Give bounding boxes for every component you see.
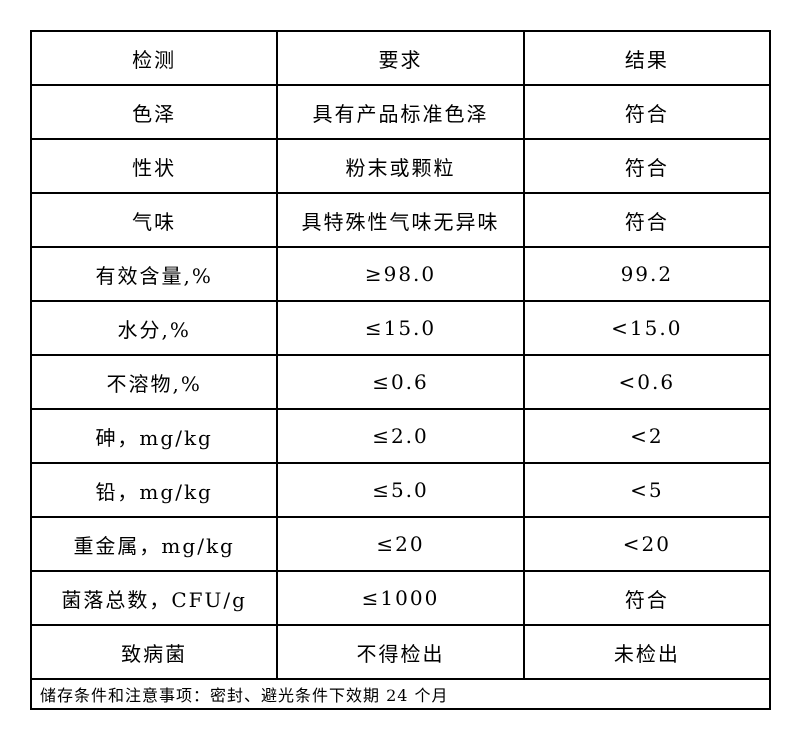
result-cell: 符合 [522, 138, 772, 194]
requirement-cell: ≤5.0 [276, 462, 525, 518]
requirement-cell: ≤20 [276, 516, 525, 572]
item-cell: 有效含量,% [29, 246, 279, 302]
result-cell: <15.0 [522, 300, 772, 356]
item-cell: 气味 [29, 192, 279, 248]
table-row: 水分,% ≤15.0 <15.0 [29, 300, 772, 356]
table-row: 砷，mg/kg ≤2.0 <2 [29, 408, 772, 464]
result-cell: <5 [522, 462, 772, 518]
requirement-cell: 具有产品标准色泽 [276, 84, 525, 140]
table-footer: 储存条件和注意事项：密封、避光条件下效期 24 个月 [30, 678, 771, 710]
table-row: 致病菌 不得检出 未检出 [29, 624, 772, 680]
result-cell: <20 [522, 516, 772, 572]
item-cell: 性状 [29, 138, 279, 194]
requirement-cell: ≤2.0 [276, 408, 525, 464]
item-cell: 水分,% [29, 300, 279, 356]
item-cell: 菌落总数，CFU/g [29, 570, 279, 626]
result-cell: 符合 [522, 192, 772, 248]
table-body: 色泽 具有产品标准色泽 符合 性状 粉末或颗粒 符合 气味 具特殊性气味无异味 符合 有效含量,%… [29, 84, 772, 680]
table-row: 气味 具特殊性气味无异味 符合 [29, 192, 772, 248]
item-cell: 砷，mg/kg [29, 408, 279, 464]
requirement-cell: ≤0.6 [276, 354, 525, 410]
table-row: 色泽 具有产品标准色泽 符合 [29, 84, 772, 140]
table-header: 检测 要求 结果 [29, 30, 772, 86]
result-cell: <2 [522, 408, 772, 464]
table-row: 不溶物,% ≤0.6 <0.6 [29, 354, 772, 410]
item-cell: 重金属，mg/kg [29, 516, 279, 572]
table-row: 菌落总数，CFU/g ≤1000 符合 [29, 570, 772, 626]
requirement-cell: 不得检出 [276, 624, 525, 680]
table-row: 有效含量,% ≥98.0 99.2 [29, 246, 772, 302]
result-cell: <0.6 [522, 354, 772, 410]
item-cell: 致病菌 [29, 624, 279, 680]
result-cell: 符合 [522, 84, 772, 140]
header-row: 检测 要求 结果 [29, 30, 772, 86]
table-row: 重金属，mg/kg ≤20 <20 [29, 516, 772, 572]
item-cell: 不溶物,% [29, 354, 279, 410]
requirement-cell: ≥98.0 [276, 246, 525, 302]
item-cell: 铅，mg/kg [29, 462, 279, 518]
result-cell: 99.2 [522, 246, 772, 302]
requirement-cell: 具特殊性气味无异味 [276, 192, 525, 248]
inspection-table: 检测 要求 结果 色泽 具有产品标准色泽 符合 性状 粉末或颗粒 符合 气味 具特殊性气味无异… [29, 30, 772, 710]
footer-row: 储存条件和注意事项：密封、避光条件下效期 24 个月 [30, 678, 771, 710]
table-row: 铅，mg/kg ≤5.0 <5 [29, 462, 772, 518]
footer-note: 储存条件和注意事项：密封、避光条件下效期 24 个月 [30, 678, 771, 710]
table-row: 性状 粉末或颗粒 符合 [29, 138, 772, 194]
result-cell: 未检出 [522, 624, 772, 680]
header-cell-requirement: 要求 [276, 30, 525, 86]
item-cell: 色泽 [29, 84, 279, 140]
header-cell-item: 检测 [29, 30, 279, 86]
requirement-cell: 粉末或颗粒 [276, 138, 525, 194]
requirement-cell: ≤15.0 [276, 300, 525, 356]
result-cell: 符合 [522, 570, 772, 626]
header-cell-result: 结果 [522, 30, 772, 86]
requirement-cell: ≤1000 [276, 570, 525, 626]
